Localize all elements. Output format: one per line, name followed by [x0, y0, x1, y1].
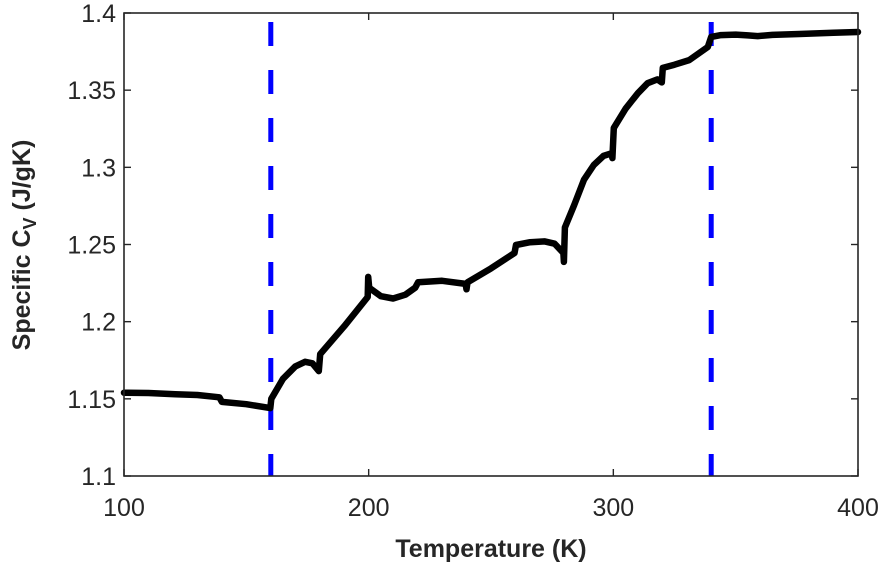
x-axis-ticks: 100 200 300 400 [103, 13, 879, 522]
axes [123, 12, 859, 477]
y-axis-ticks: 1.1 1.15 1.2 1.25 1.3 1.35 1.4 [67, 0, 858, 491]
plot-frame [123, 12, 859, 477]
y-tick-label: 1.15 [67, 386, 116, 414]
y-axis-label: Specific CV (J/gK) [8, 140, 40, 351]
y-axis-label-subscript: V [20, 217, 40, 229]
x-tick-label: 400 [837, 494, 879, 522]
x-tick-label: 100 [103, 494, 145, 522]
data-series [120, 28, 862, 412]
x-tick-label: 200 [348, 494, 390, 522]
y-axis-label-suffix: (J/gK) [8, 140, 36, 218]
x-tick-label: 300 [592, 494, 634, 522]
y-tick-label: 1.35 [67, 77, 116, 105]
y-tick-label: 1.1 [81, 463, 116, 491]
x-axis-label: Temperature (K) [395, 535, 586, 563]
y-axis-label-prefix: Specific C [8, 229, 36, 350]
cv-curve [120, 28, 862, 412]
y-tick-label: 1.2 [81, 309, 116, 337]
y-tick-label: 1.4 [81, 0, 116, 28]
y-tick-label: 1.25 [67, 232, 116, 260]
y-tick-label: 1.3 [81, 154, 116, 182]
